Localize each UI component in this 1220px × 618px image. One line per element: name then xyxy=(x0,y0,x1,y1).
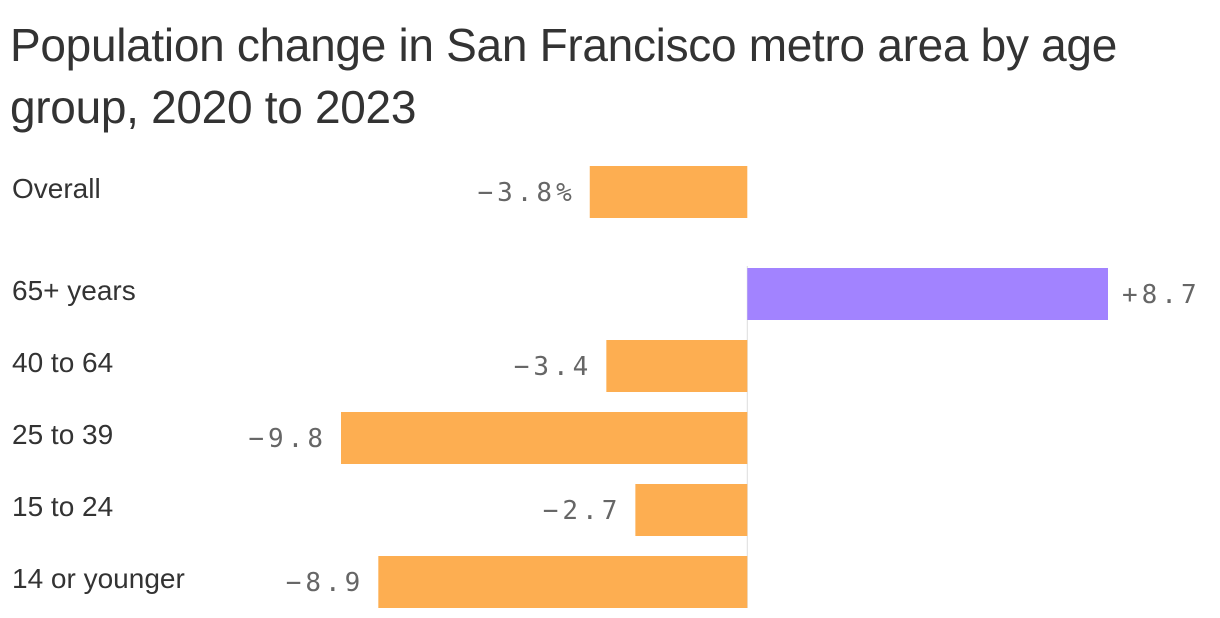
value-label: −9.8 xyxy=(248,424,327,454)
value-label: −3.4 xyxy=(514,352,593,382)
value-label: +8.7 xyxy=(1122,280,1201,310)
bar xyxy=(590,166,748,218)
category-label: 25 to 39 xyxy=(12,419,113,450)
value-label: −8.9 xyxy=(286,568,365,598)
bar xyxy=(341,412,747,464)
value-label: −3.8% xyxy=(477,178,575,208)
bar xyxy=(378,556,747,608)
category-label: 65+ years xyxy=(12,275,136,306)
category-label: 15 to 24 xyxy=(12,491,113,522)
category-label: Overall xyxy=(12,173,101,204)
bar xyxy=(635,484,747,536)
bars-group: Overall −3.8% 65+ years +8.7 40 to 64 −3.4 25 … xyxy=(12,166,1201,608)
bar xyxy=(606,340,747,392)
bar xyxy=(747,268,1108,320)
category-label: 40 to 64 xyxy=(12,347,113,378)
category-label: 14 or younger xyxy=(12,563,185,594)
value-label: −2.7 xyxy=(543,496,622,526)
